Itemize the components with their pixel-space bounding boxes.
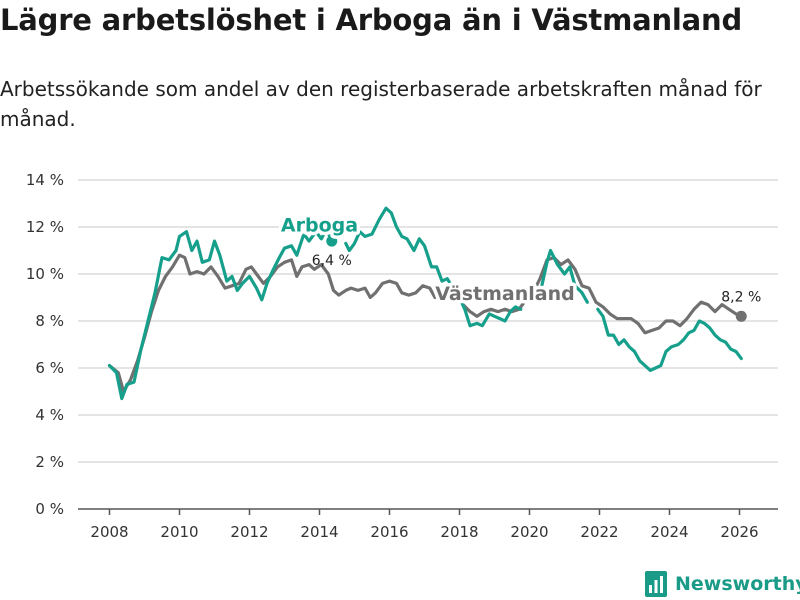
end-point-marker — [735, 310, 747, 322]
series-line-arboga — [596, 307, 743, 372]
y-tick-label: 8 % — [35, 312, 64, 330]
x-tick-label: 2018 — [440, 523, 478, 541]
y-tick-label: 6 % — [35, 359, 64, 377]
series-line-arboga — [540, 248, 589, 304]
x-tick-label: 2008 — [90, 523, 128, 541]
x-tick-label: 2026 — [720, 523, 758, 541]
y-tick-label: 0 % — [35, 500, 64, 518]
series-label-västmanland: Västmanland — [435, 283, 575, 305]
series-label-halo: Arboga — [281, 215, 358, 237]
end-value-label: 6,4 % — [312, 253, 352, 269]
x-tick-label: 2020 — [510, 523, 548, 541]
y-tick-label: 12 % — [26, 218, 64, 236]
chart-subtitle: Arbetssökande som andel av den registerb… — [0, 77, 762, 131]
y-tick-label: 4 % — [35, 406, 64, 424]
end-point-marker — [326, 235, 338, 247]
chart-title: Lägre arbetslöshet i Arboga än i Västman… — [0, 3, 743, 37]
axes: 0 % 2 % 4 % 6 % 8 % 10 % 12 % 14 % 2008 2010 2012 2… — [26, 171, 778, 541]
x-tick-label: 2014 — [300, 523, 338, 541]
series-line-arboga — [107, 227, 334, 401]
newsworthy-logo: Newsworthy — [645, 570, 800, 598]
x-tick-label: 2024 — [650, 523, 688, 541]
series-label-arboga: Arboga — [281, 215, 358, 237]
series-line-arboga — [344, 206, 523, 328]
end-value-label: 8,2 % — [721, 289, 761, 305]
x-tick-label: 2016 — [370, 523, 408, 541]
series-label-halo: Västmanland — [435, 283, 575, 305]
series-lines — [107, 206, 747, 401]
y-tick-label: 10 % — [26, 265, 64, 283]
x-tick-label: 2022 — [580, 523, 618, 541]
y-tick-label: 2 % — [35, 453, 64, 471]
series-labels: 6,4 %8,2 %ArbogaArbogaVästmanlandVästman… — [277, 211, 761, 308]
x-tick-label: 2010 — [160, 523, 198, 541]
x-tick-label: 2012 — [230, 523, 268, 541]
brand-name: Newsworthy — [675, 573, 800, 595]
bar-chart-logo-icon — [645, 571, 667, 597]
y-tick-label: 14 % — [26, 171, 64, 189]
series-line-västmanland — [107, 253, 743, 394]
